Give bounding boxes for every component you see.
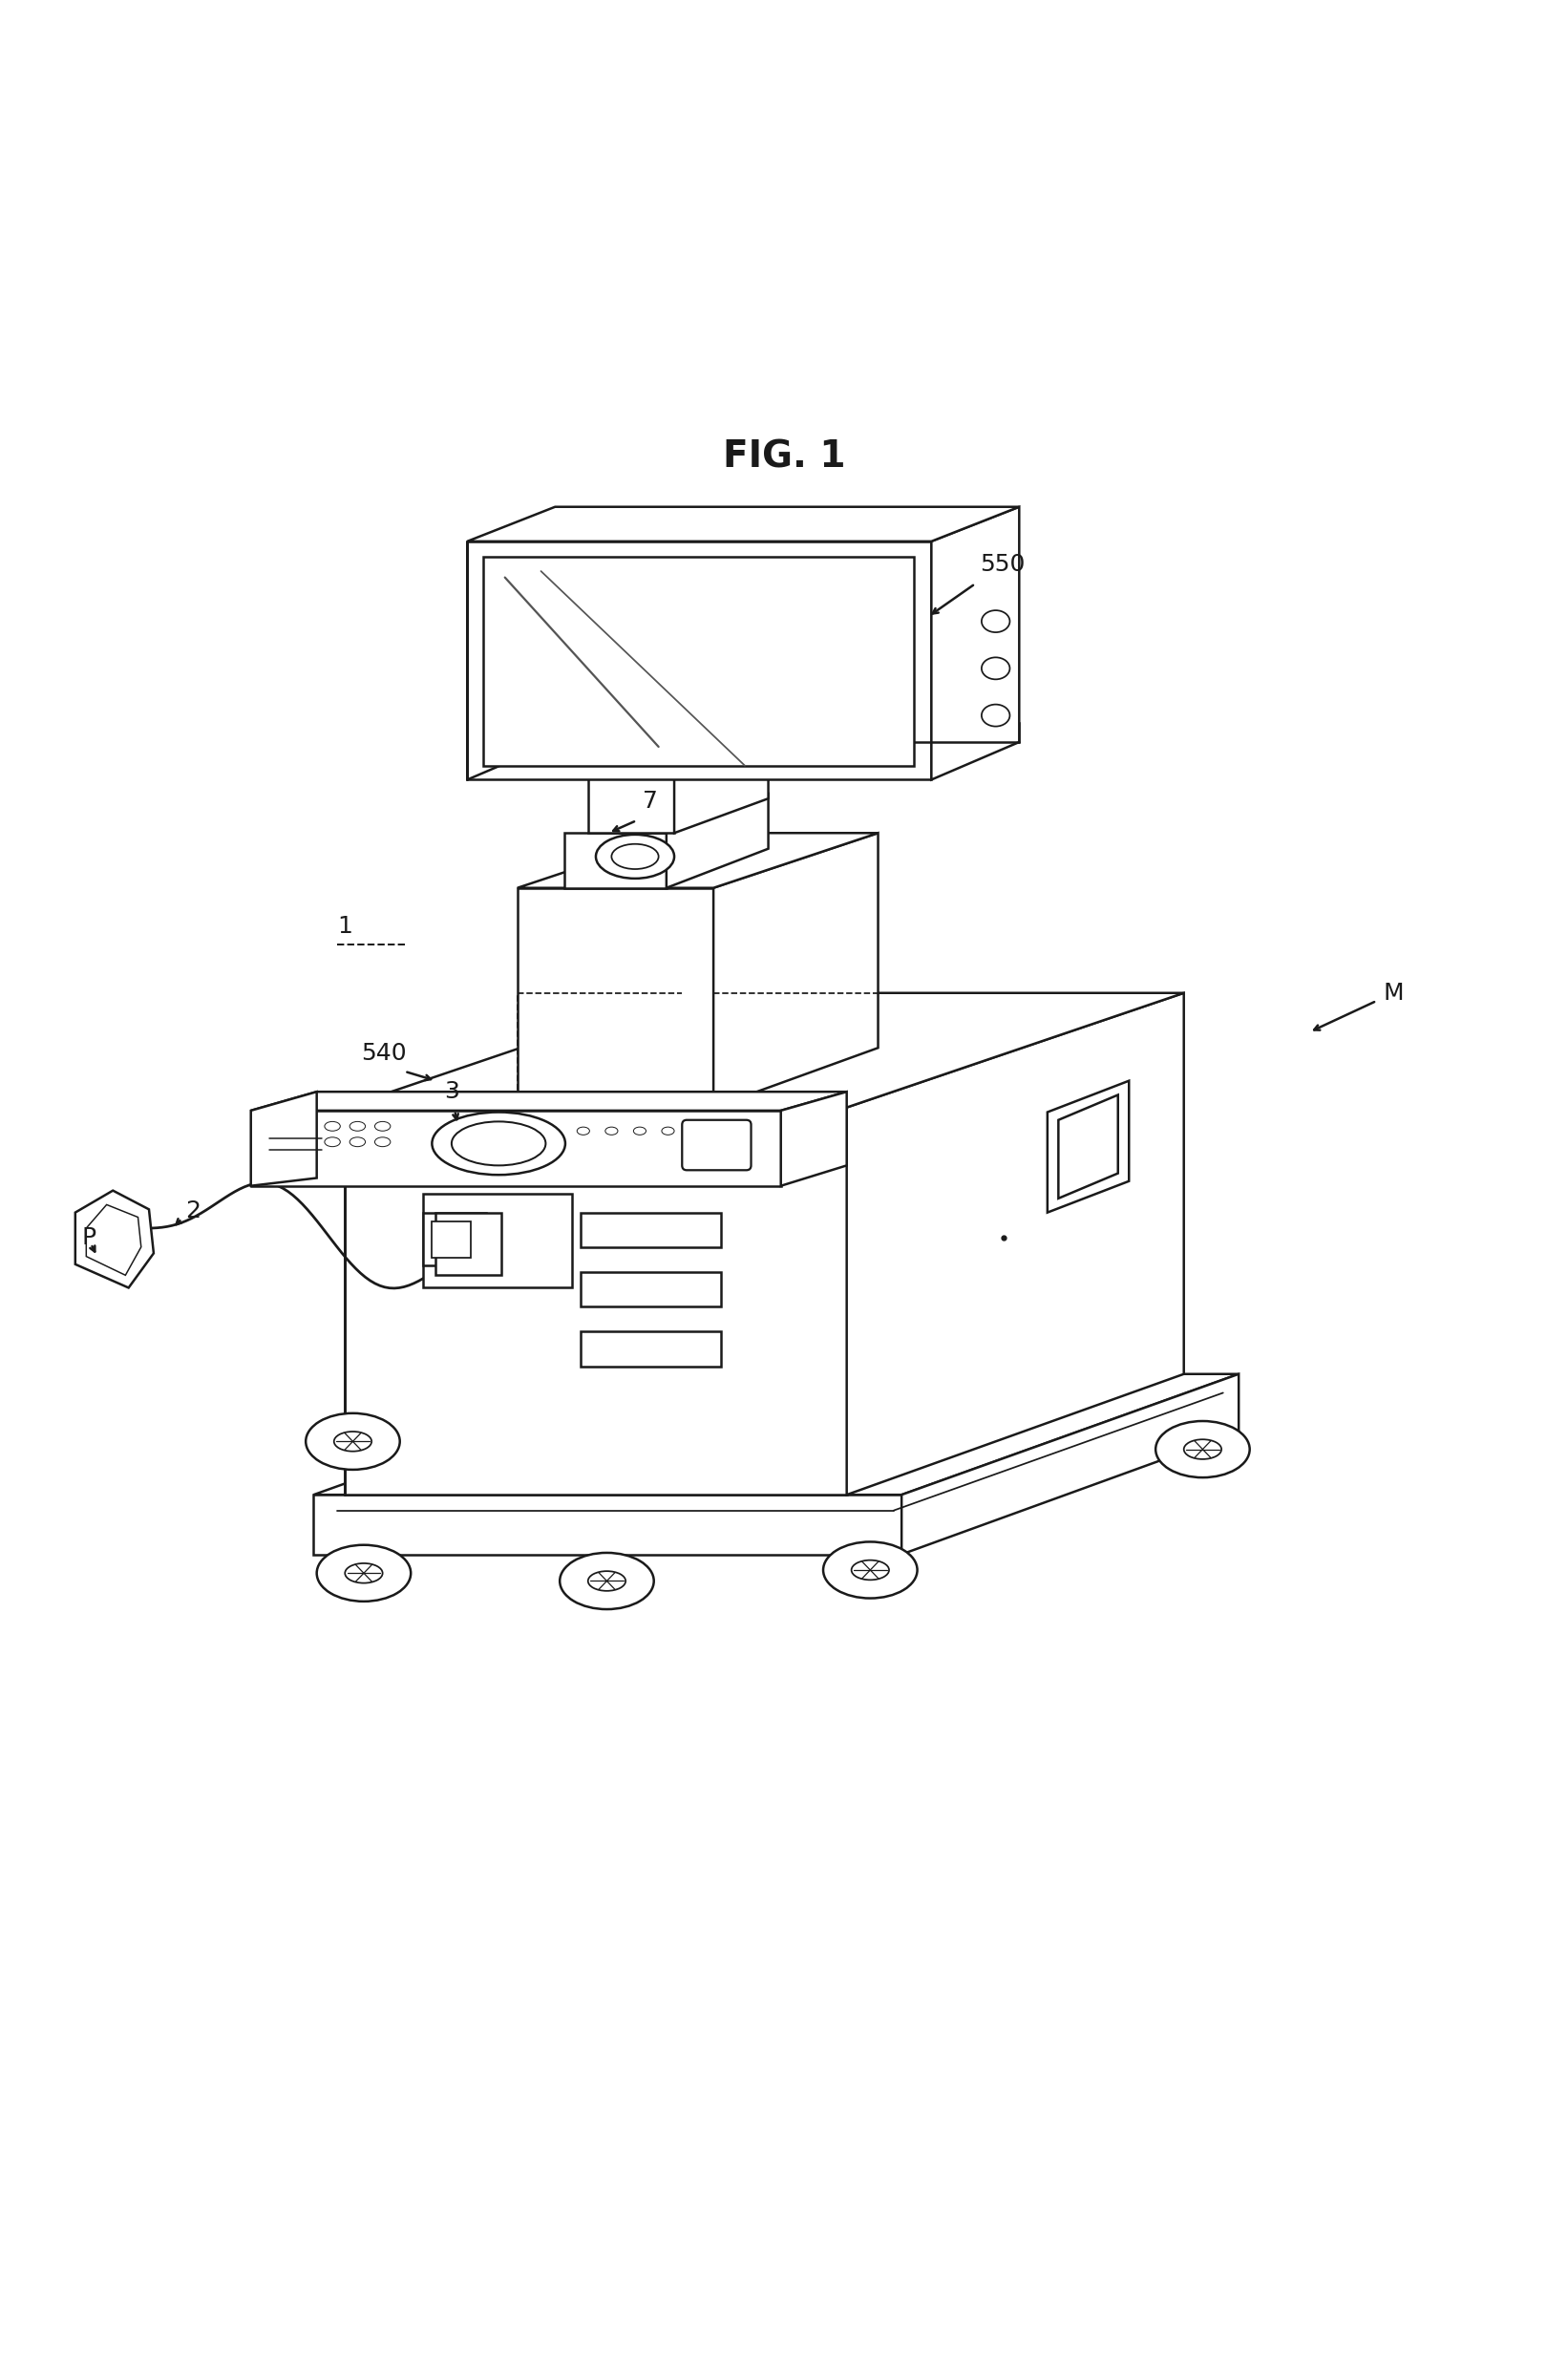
Polygon shape	[781, 1091, 847, 1185]
Ellipse shape	[350, 1121, 365, 1131]
Polygon shape	[517, 888, 713, 1107]
Text: 1: 1	[337, 914, 353, 938]
Polygon shape	[847, 992, 1184, 1494]
Ellipse shape	[662, 1126, 674, 1136]
Polygon shape	[75, 1190, 154, 1289]
Polygon shape	[436, 1213, 502, 1275]
Polygon shape	[517, 834, 878, 888]
Ellipse shape	[452, 1121, 546, 1166]
Polygon shape	[902, 1374, 1239, 1555]
Ellipse shape	[612, 843, 659, 869]
Polygon shape	[555, 723, 1019, 742]
Polygon shape	[1047, 1081, 1129, 1213]
Polygon shape	[580, 1331, 721, 1366]
Ellipse shape	[851, 1560, 889, 1581]
Polygon shape	[251, 1091, 317, 1185]
Polygon shape	[86, 1204, 141, 1275]
Ellipse shape	[982, 610, 1010, 631]
Ellipse shape	[345, 1564, 383, 1583]
Ellipse shape	[350, 1138, 365, 1147]
Ellipse shape	[690, 1126, 702, 1136]
Polygon shape	[674, 740, 768, 834]
Text: FIG. 1: FIG. 1	[723, 438, 845, 476]
Polygon shape	[251, 1091, 847, 1110]
Text: 2: 2	[185, 1199, 201, 1223]
Ellipse shape	[1184, 1440, 1221, 1458]
Text: P: P	[82, 1225, 96, 1249]
FancyBboxPatch shape	[682, 1119, 751, 1171]
Polygon shape	[431, 1223, 470, 1258]
Polygon shape	[483, 556, 914, 766]
Text: 550: 550	[980, 554, 1025, 575]
Polygon shape	[580, 1272, 721, 1308]
Polygon shape	[588, 773, 674, 834]
Polygon shape	[931, 507, 1019, 780]
Ellipse shape	[823, 1541, 917, 1597]
Polygon shape	[564, 834, 666, 888]
Ellipse shape	[605, 1126, 618, 1136]
Ellipse shape	[325, 1121, 340, 1131]
Ellipse shape	[560, 1553, 654, 1609]
Polygon shape	[345, 992, 1184, 1107]
Ellipse shape	[306, 1414, 400, 1470]
Ellipse shape	[334, 1432, 372, 1451]
Polygon shape	[314, 1494, 902, 1555]
Ellipse shape	[982, 704, 1010, 726]
Polygon shape	[423, 1213, 486, 1265]
Ellipse shape	[433, 1112, 564, 1176]
Polygon shape	[467, 542, 931, 780]
Ellipse shape	[375, 1138, 390, 1147]
Text: 3: 3	[444, 1079, 459, 1103]
Polygon shape	[423, 1194, 572, 1289]
Ellipse shape	[982, 657, 1010, 679]
Polygon shape	[666, 794, 768, 888]
Ellipse shape	[633, 1126, 646, 1136]
Ellipse shape	[596, 834, 674, 879]
Ellipse shape	[317, 1546, 411, 1602]
Ellipse shape	[577, 1126, 590, 1136]
Polygon shape	[314, 1374, 1239, 1494]
Polygon shape	[345, 1107, 847, 1494]
Polygon shape	[580, 1213, 721, 1246]
Text: 7: 7	[643, 789, 659, 813]
Ellipse shape	[325, 1138, 340, 1147]
Polygon shape	[713, 834, 878, 1107]
Ellipse shape	[1156, 1421, 1250, 1477]
Polygon shape	[467, 507, 1019, 542]
Text: 540: 540	[361, 1041, 406, 1065]
Text: M: M	[1383, 982, 1403, 1004]
Polygon shape	[251, 1110, 781, 1185]
Polygon shape	[1058, 1096, 1118, 1199]
Ellipse shape	[375, 1121, 390, 1131]
Ellipse shape	[588, 1571, 626, 1590]
